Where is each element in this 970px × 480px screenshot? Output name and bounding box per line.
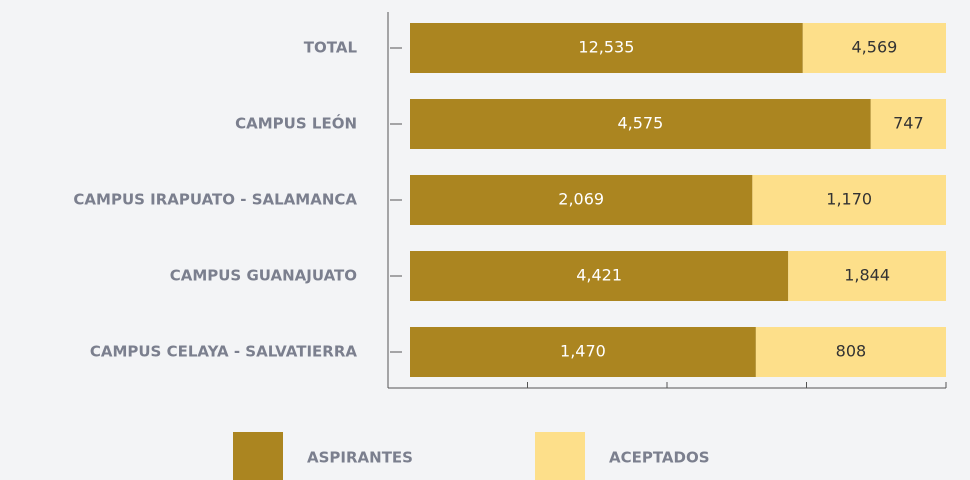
value-label: 1,844 <box>844 266 890 285</box>
category-label: CAMPUS CELAYA - SALVATIERRA <box>90 343 358 361</box>
category-label: TOTAL <box>304 39 358 57</box>
bar-segment <box>870 99 946 149</box>
value-label: 2,069 <box>558 190 604 209</box>
category-label: CAMPUS LEÓN <box>235 114 357 133</box>
category-label: CAMPUS GUANAJUATO <box>170 267 357 285</box>
legend-swatch <box>535 432 585 480</box>
bar-segment <box>410 175 753 225</box>
bar-segment <box>410 327 756 377</box>
legend-label: ASPIRANTES <box>307 449 413 467</box>
bar-segment <box>410 23 803 73</box>
value-label: 747 <box>893 114 924 133</box>
value-label: 4,575 <box>617 114 663 133</box>
value-label: 4,569 <box>852 38 898 57</box>
bar-segment <box>802 23 946 73</box>
value-label: 12,535 <box>578 38 634 57</box>
value-label: 808 <box>836 342 867 361</box>
category-label: CAMPUS IRAPUATO - SALAMANCA <box>73 191 357 209</box>
value-label: 4,421 <box>576 266 622 285</box>
value-label: 1,170 <box>826 190 872 209</box>
legend-label: ACEPTADOS <box>609 449 710 467</box>
bar-segment <box>752 175 946 225</box>
value-label: 1,470 <box>560 342 606 361</box>
bar-segment <box>410 251 789 301</box>
bar-segment <box>788 251 946 301</box>
bar-segment <box>755 327 946 377</box>
bar-segment <box>410 99 871 149</box>
legend-swatch <box>233 432 283 480</box>
